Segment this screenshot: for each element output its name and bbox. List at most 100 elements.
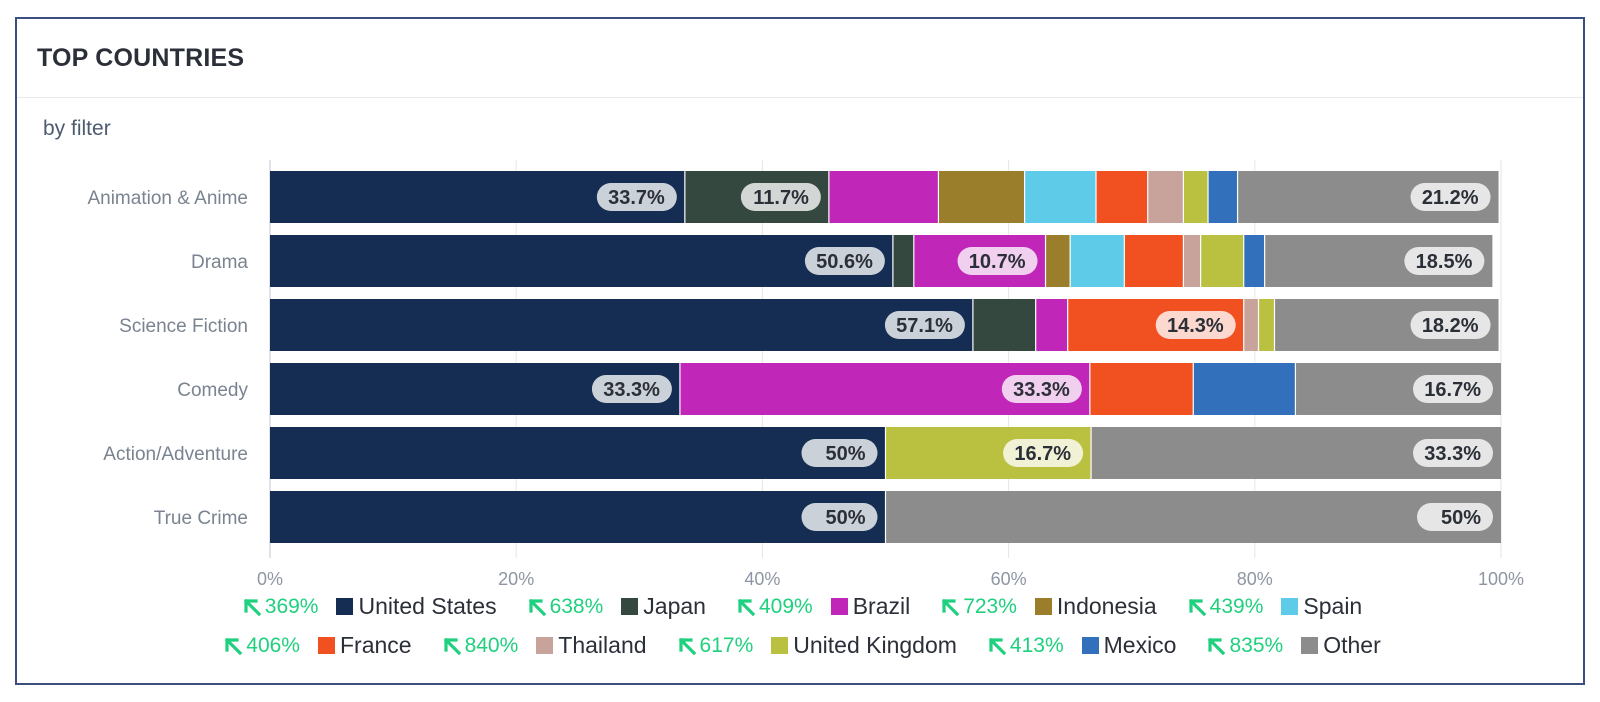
trend-change: 369%: [242, 594, 319, 619]
legend-label: Spain: [1303, 593, 1363, 619]
legend-swatch: [830, 598, 848, 615]
x-tick-label: 100%: [1478, 569, 1524, 589]
data-label: 11.7%: [753, 187, 809, 209]
trend-change: 835%: [1206, 634, 1283, 658]
bar-segment: [1147, 171, 1184, 223]
arrow-up-left-icon: [528, 598, 546, 616]
chart-legend: 369% United States 638% Japan 409% Brazil 723%…: [17, 587, 1587, 665]
legend-label: United Kingdom: [793, 632, 957, 658]
x-tick-label: 60%: [991, 569, 1027, 589]
data-label: 21.2%: [1422, 187, 1479, 209]
legend-swatch: [621, 598, 639, 615]
x-tick-label: 80%: [1237, 569, 1273, 589]
bar-segment: [270, 427, 886, 479]
data-label-pill: [596, 183, 677, 211]
card-subtitle: by filter: [43, 117, 111, 140]
legend-item[interactable]: 638% Japan: [527, 593, 706, 620]
data-label-pill: [591, 375, 672, 403]
legend-item[interactable]: 439% Spain: [1187, 593, 1363, 620]
bar-segment: [1183, 171, 1209, 223]
trend-value: 369%: [264, 594, 319, 618]
legend-item[interactable]: 406% France: [223, 632, 412, 659]
data-label-pill: [1417, 503, 1493, 531]
bar-segment: [828, 171, 939, 223]
data-label: 57.1%: [896, 315, 953, 337]
legend-label: United States: [358, 593, 497, 619]
legend-swatch: [317, 637, 335, 654]
trend-change: 413%: [987, 634, 1064, 658]
legend-item[interactable]: 413% Mexico: [987, 632, 1177, 659]
data-label-pill: [884, 311, 965, 339]
legend-swatch: [1034, 598, 1052, 615]
data-label-pill: [1410, 311, 1491, 339]
legend-item[interactable]: 369% United States: [242, 593, 497, 620]
trend-value: 638%: [549, 594, 604, 618]
trend-value: 617%: [699, 633, 754, 657]
bar-segment: [1243, 299, 1259, 351]
legend-label: Indonesia: [1056, 593, 1157, 619]
bar-segment: [892, 235, 914, 287]
legend-item[interactable]: 617% United Kingdom: [677, 632, 957, 659]
data-label-pill: [801, 439, 878, 467]
legend-row: 406% France 840% Thailand 617% United Kingdom…: [17, 626, 1587, 665]
data-label: 18.2%: [1422, 315, 1479, 337]
data-label-pill: [1413, 439, 1493, 467]
legend-item[interactable]: 409% Brazil: [736, 593, 910, 620]
x-tick-label: 40%: [744, 569, 780, 589]
bar-segment: [1208, 171, 1238, 223]
bar-segment: [1183, 235, 1201, 287]
data-label-pill: [1404, 247, 1485, 275]
data-label: 50%: [825, 507, 865, 529]
arrow-up-left-icon: [941, 598, 960, 616]
legend-label: Mexico: [1103, 632, 1177, 658]
bar-segment: [270, 299, 973, 351]
legend-item[interactable]: 723% Indonesia: [940, 593, 1157, 620]
data-label: 10.7%: [969, 251, 1026, 273]
trend-change: 638%: [527, 594, 604, 619]
data-label: 18.5%: [1416, 251, 1473, 273]
data-label: 50.6%: [816, 251, 873, 273]
arrow-up-left-icon: [225, 637, 243, 655]
legend-swatch: [771, 637, 789, 654]
bar-segment: [1200, 235, 1244, 287]
legend-item[interactable]: 840% Thailand: [442, 632, 647, 659]
data-label: 16.7%: [1424, 379, 1481, 401]
data-label-pill: [957, 247, 1038, 275]
bar-segment: [1258, 299, 1275, 351]
bar-segment: [938, 171, 1025, 223]
category-label: Comedy: [177, 380, 248, 401]
bar-segment: [270, 235, 893, 287]
trend-value: 835%: [1229, 633, 1284, 657]
category-label: Action/Adventure: [103, 444, 248, 465]
category-label: True Crime: [154, 508, 248, 529]
trend-value: 409%: [758, 594, 813, 618]
arrow-up-left-icon: [988, 637, 1007, 655]
data-label-pill: [1413, 375, 1493, 403]
data-label: 50%: [825, 443, 865, 465]
category-label: Drama: [191, 252, 248, 273]
legend-label: Other: [1323, 632, 1381, 658]
data-label: 33.3%: [1424, 443, 1481, 465]
bar-segment: [1045, 235, 1071, 287]
legend-swatch: [336, 598, 354, 615]
trend-change: 439%: [1187, 594, 1264, 619]
trend-value: 723%: [963, 594, 1017, 618]
bar-segment: [885, 491, 1501, 543]
arrow-up-left-icon: [1208, 637, 1226, 655]
legend-swatch: [536, 637, 554, 654]
legend-item[interactable]: 835% Other: [1206, 632, 1381, 659]
trend-value: 439%: [1209, 594, 1264, 618]
category-label: Science Fiction: [119, 316, 248, 337]
data-label-pill: [801, 503, 878, 531]
bar-segment: [1089, 363, 1194, 415]
trend-value: 413%: [1009, 633, 1064, 657]
trend-change: 617%: [677, 633, 754, 658]
bar-segment: [972, 299, 1036, 351]
arrow-up-left-icon: [737, 598, 756, 616]
trend-value: 406%: [246, 633, 300, 657]
data-label: 33.3%: [603, 379, 660, 401]
data-label: 16.7%: [1014, 443, 1071, 465]
arrow-up-left-icon: [1188, 598, 1206, 616]
trend-change: 723%: [940, 595, 1017, 619]
